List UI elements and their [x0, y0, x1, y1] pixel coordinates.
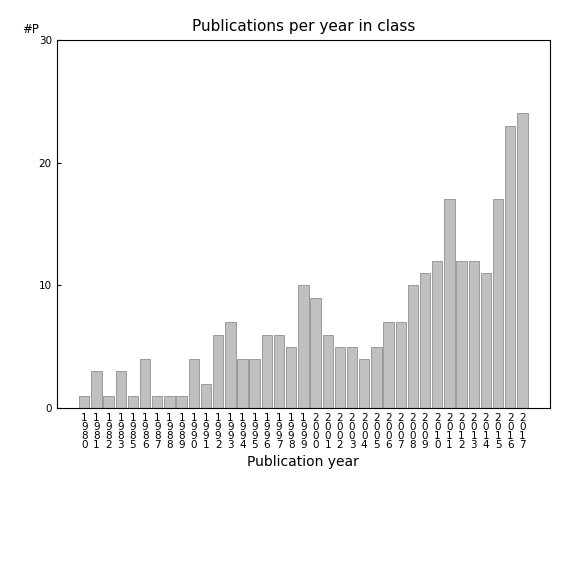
Bar [371, 347, 382, 408]
Bar [517, 113, 527, 408]
Bar [274, 335, 284, 408]
Bar [298, 285, 308, 408]
Bar [456, 261, 467, 408]
Bar [444, 200, 455, 408]
Bar [140, 359, 150, 408]
Bar [164, 396, 175, 408]
Bar [468, 261, 479, 408]
Bar [79, 396, 90, 408]
Bar [225, 322, 235, 408]
Bar [261, 335, 272, 408]
Bar [91, 371, 101, 408]
Bar [213, 335, 223, 408]
Bar [128, 396, 138, 408]
Text: #P: #P [22, 23, 39, 36]
Bar [152, 396, 163, 408]
Bar [189, 359, 199, 408]
Bar [238, 359, 248, 408]
Bar [310, 298, 321, 408]
Bar [286, 347, 297, 408]
X-axis label: Publication year: Publication year [247, 455, 359, 469]
Bar [383, 322, 393, 408]
Bar [323, 335, 333, 408]
Bar [432, 261, 442, 408]
Bar [493, 200, 503, 408]
Bar [408, 285, 418, 408]
Bar [103, 396, 114, 408]
Bar [201, 384, 211, 408]
Bar [249, 359, 260, 408]
Bar [176, 396, 187, 408]
Bar [505, 126, 515, 408]
Bar [396, 322, 406, 408]
Bar [420, 273, 430, 408]
Bar [347, 347, 357, 408]
Title: Publications per year in class: Publications per year in class [192, 19, 415, 35]
Bar [116, 371, 126, 408]
Bar [359, 359, 369, 408]
Bar [335, 347, 345, 408]
Bar [481, 273, 491, 408]
